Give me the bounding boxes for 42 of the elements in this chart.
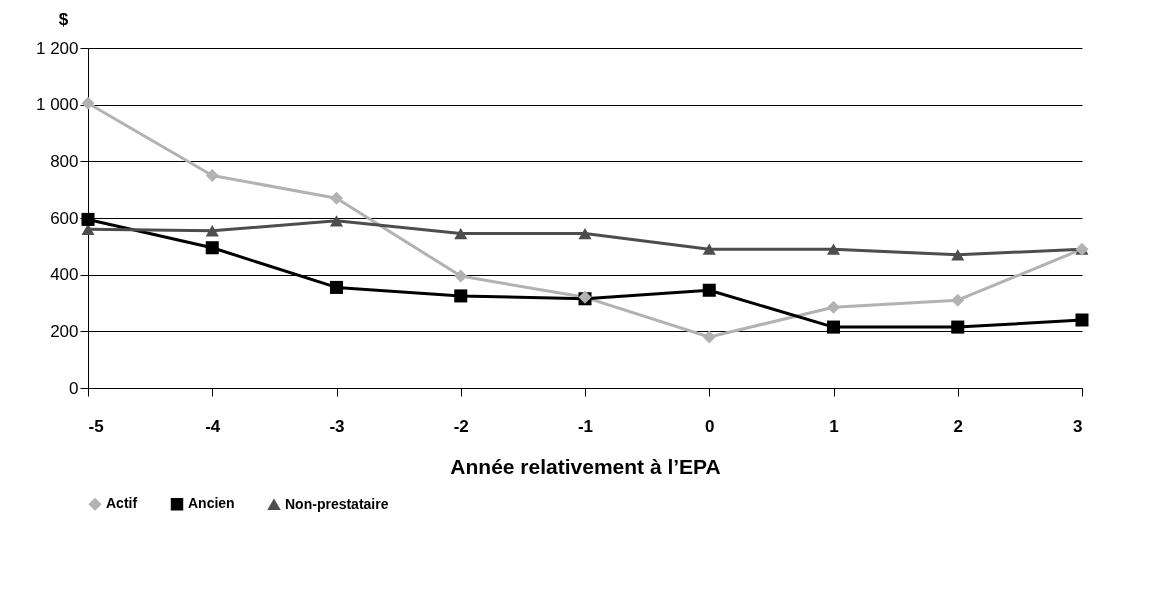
legend-label: Actif [106,495,138,512]
point [454,269,468,283]
point [951,320,965,334]
y-tick-label: 800 [50,151,79,171]
point [702,283,716,297]
x-tick-label: 2 [953,416,963,436]
x-tick-label: -5 [88,416,104,436]
point [951,293,965,307]
x-tick-label: 1 [829,416,839,436]
y-axis-title: $ [58,9,69,29]
point [81,223,95,235]
x-tick-label: -4 [205,416,221,436]
point [205,168,219,183]
legend-label: Non-prestataire [285,495,389,512]
point [578,227,592,240]
y-tick-label: 200 [50,321,79,341]
point [329,215,344,227]
x-tick-label: -3 [329,416,345,436]
legend-label: Ancien [188,495,235,512]
point [702,243,716,255]
x-tick-label: -1 [577,416,594,436]
x-tick-label: 0 [705,416,715,436]
point [329,280,344,294]
point [454,289,468,303]
y-tick-label: 0 [69,378,79,398]
point [454,227,468,240]
y-tick-label: 400 [50,265,79,285]
point [329,191,344,205]
point [826,300,841,314]
x-axis-title: Année relativement à l’EPA [450,454,721,478]
point [826,243,841,255]
x-tick-label: -2 [453,416,469,436]
point [951,249,965,261]
y-tick-label: 1 000 [35,95,79,115]
point [205,241,219,255]
y-tick-label: 1 200 [35,38,79,58]
point [205,225,219,237]
point [826,320,841,334]
x-tick-label: 3 [1073,416,1083,436]
point [1075,313,1089,327]
y-tick-label: 600 [50,208,79,228]
point [702,330,716,344]
